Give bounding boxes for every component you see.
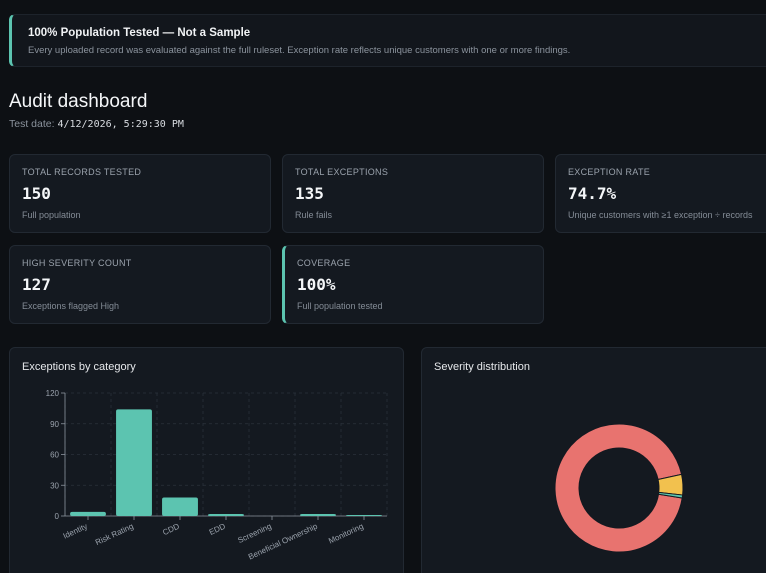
- bar-identity: [70, 511, 106, 516]
- x-tick-label: Screening: [236, 522, 272, 545]
- card-value: 150: [22, 184, 51, 203]
- bar-edd: [208, 513, 244, 516]
- x-tick-label: EDD: [208, 522, 227, 537]
- banner-title: 100% Population Tested — Not a Sample: [28, 27, 251, 39]
- x-tick-label: Monitoring: [327, 522, 365, 546]
- card-value: 100%: [297, 275, 336, 294]
- banner-text: Every uploaded record was evaluated agai…: [28, 45, 571, 56]
- card-label: TOTAL EXCEPTIONS: [295, 167, 389, 177]
- card-subtext: Full population tested: [297, 301, 383, 311]
- card-value: 74.7%: [568, 184, 617, 203]
- bar-risk-rating: [116, 409, 152, 516]
- card-subtext: Unique customers with ≥1 exception ÷ rec…: [568, 210, 753, 220]
- card-total-exceptions: TOTAL EXCEPTIONS 135 Rule fails: [282, 154, 544, 233]
- x-tick-label: Risk Rating: [94, 522, 135, 547]
- bar-monitoring: [346, 514, 382, 516]
- card-label: TOTAL RECORDS TESTED: [22, 167, 142, 177]
- test-date: Test date: 4/12/2026, 5:29:30 PM: [9, 118, 184, 130]
- population-banner: 100% Population Tested — Not a Sample Ev…: [9, 14, 766, 67]
- card-label: EXCEPTION RATE: [568, 167, 651, 177]
- bar-chart: 0 30 60 90 120 Identity Risk Rating CDD EDD Scree…: [46, 389, 388, 562]
- x-tick-label: Identity: [62, 522, 89, 541]
- y-tick-label: 60: [50, 451, 59, 460]
- donut-chart-title: Severity distribution: [434, 361, 530, 373]
- page-title: Audit dashboard: [9, 91, 148, 112]
- card-subtext: Exceptions flagged High: [22, 301, 120, 311]
- donut-chart: [554, 423, 684, 553]
- card-high-severity: HIGH SEVERITY COUNT 127 Exceptions flagg…: [9, 245, 271, 324]
- severity-distribution-panel: Severity distribution: [421, 347, 766, 573]
- bar-beneficial-ownership: [300, 513, 336, 516]
- card-subtext: Rule fails: [295, 210, 333, 220]
- card-value: 127: [22, 275, 51, 294]
- test-date-label: Test date:: [9, 118, 55, 130]
- y-tick-label: 30: [50, 481, 59, 490]
- slice-low: [657, 491, 684, 499]
- slice-high: [554, 423, 683, 553]
- card-value: 135: [295, 184, 324, 203]
- y-tick-label: 90: [50, 420, 59, 429]
- bar-cdd: [162, 497, 198, 516]
- y-tick-label: 0: [55, 512, 60, 521]
- card-total-records: TOTAL RECORDS TESTED 150 Full population: [9, 154, 271, 233]
- card-subtext: Full population: [22, 210, 81, 220]
- card-exception-rate: EXCEPTION RATE 74.7% Unique customers wi…: [555, 154, 766, 233]
- x-tick-label: CDD: [161, 522, 181, 538]
- exceptions-by-category-panel: Exceptions by category 0 30 60 90 120 Identit…: [9, 347, 404, 573]
- card-label: HIGH SEVERITY COUNT: [22, 258, 132, 268]
- y-tick-label: 120: [46, 389, 60, 398]
- bar-chart-title: Exceptions by category: [22, 361, 136, 373]
- card-label: COVERAGE: [297, 258, 351, 268]
- test-date-value: 4/12/2026, 5:29:30 PM: [57, 119, 184, 130]
- card-coverage: COVERAGE 100% Full population tested: [282, 245, 544, 324]
